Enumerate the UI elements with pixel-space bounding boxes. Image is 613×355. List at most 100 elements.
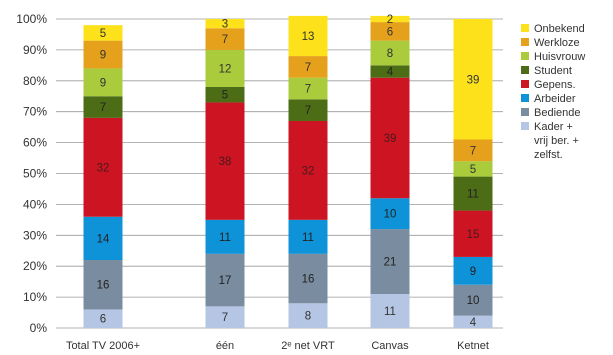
legend-label: Student bbox=[534, 65, 572, 77]
bar-segment bbox=[370, 65, 410, 78]
data-label: 14 bbox=[97, 233, 110, 245]
bar-segment bbox=[370, 40, 410, 66]
y-tick-label: 30% bbox=[23, 228, 47, 242]
legend-label: zelfst. bbox=[534, 149, 563, 161]
x-axis-categories: Total TV 2006+ één 2ᵉ net VRT Canvas Ketnet bbox=[66, 340, 489, 352]
y-tick-label: 60% bbox=[23, 136, 47, 150]
y-axis-ticks: 0% 10% 20% 30% 40% 50% 60% 70% 80% 90% 100% bbox=[16, 12, 47, 335]
x-category-label: Total TV 2006+ bbox=[66, 340, 140, 352]
legend-label: Arbeider bbox=[534, 93, 576, 105]
data-label: 7 bbox=[305, 84, 311, 96]
legend-swatch bbox=[521, 122, 529, 130]
data-label: 9 bbox=[100, 77, 106, 89]
legend-swatch bbox=[521, 80, 529, 88]
data-label: 11 bbox=[467, 189, 479, 201]
data-label: 4 bbox=[470, 317, 477, 329]
y-tick-label: 0% bbox=[30, 321, 48, 335]
data-label: 7 bbox=[305, 62, 311, 74]
data-label: 7 bbox=[222, 312, 228, 324]
data-label: 10 bbox=[467, 295, 480, 307]
data-label: 32 bbox=[302, 165, 315, 177]
data-label: 7 bbox=[222, 34, 228, 46]
legend-swatch bbox=[521, 108, 529, 116]
data-label: 16 bbox=[97, 280, 110, 292]
bar-segment bbox=[453, 256, 493, 285]
x-category-label: 2ᵉ net VRT bbox=[281, 340, 335, 352]
bar-segment bbox=[370, 22, 410, 41]
y-tick-label: 50% bbox=[23, 167, 47, 181]
y-tick-label: 80% bbox=[23, 74, 47, 88]
legend: Onbekend Werkloze Huisvrouw Student Gepens. A… bbox=[521, 23, 585, 161]
data-label: 17 bbox=[219, 275, 232, 287]
data-label: 9 bbox=[470, 266, 476, 278]
bar-segment bbox=[453, 176, 493, 211]
bar-segment bbox=[288, 15, 328, 57]
bar-segment bbox=[288, 120, 328, 220]
bar-segment bbox=[83, 96, 123, 118]
data-label: 39 bbox=[384, 133, 397, 145]
data-label: 16 bbox=[302, 274, 315, 286]
x-category-label: één bbox=[216, 340, 234, 352]
legend-swatch bbox=[521, 38, 529, 46]
bar-segment bbox=[205, 28, 245, 50]
bar-segment bbox=[453, 315, 493, 328]
data-label: 12 bbox=[219, 63, 232, 75]
bar-segment bbox=[370, 77, 410, 199]
data-label: 10 bbox=[384, 209, 397, 221]
data-label: 7 bbox=[100, 102, 106, 114]
bar-segment bbox=[205, 102, 245, 220]
bar-segment bbox=[453, 161, 493, 177]
bar-segment bbox=[453, 19, 493, 140]
bar-segment bbox=[453, 139, 493, 162]
bar-segment bbox=[83, 117, 123, 217]
y-tick-label: 10% bbox=[23, 290, 47, 304]
data-label: 39 bbox=[467, 74, 480, 86]
bar-segment bbox=[83, 309, 123, 328]
data-label: 32 bbox=[97, 162, 110, 174]
bar-segment bbox=[205, 86, 245, 103]
bar-segment bbox=[83, 25, 123, 41]
legend-swatch bbox=[521, 94, 529, 102]
bar-segment bbox=[205, 306, 245, 328]
data-label: 5 bbox=[470, 164, 476, 176]
bar-segment bbox=[288, 77, 328, 100]
bar-segment bbox=[205, 253, 245, 307]
legend-label: Huisvrouw bbox=[534, 51, 585, 63]
bar-segment bbox=[288, 56, 328, 78]
legend-label: vrij ber. + bbox=[534, 135, 579, 147]
legend-label: Gepens. bbox=[534, 79, 576, 91]
bar-segment bbox=[288, 219, 328, 254]
data-label: 6 bbox=[100, 314, 106, 326]
bar-segment bbox=[370, 229, 410, 295]
legend-label: Onbekend bbox=[534, 23, 585, 35]
bar-segment bbox=[83, 68, 123, 97]
bar-segment bbox=[83, 216, 123, 261]
bar-segment bbox=[453, 284, 493, 316]
data-label: 11 bbox=[384, 306, 396, 318]
y-tick-label: 100% bbox=[16, 12, 47, 26]
grid-lines bbox=[56, 18, 503, 329]
data-label: 38 bbox=[219, 156, 232, 168]
data-label: 5 bbox=[222, 90, 228, 102]
data-label: 8 bbox=[305, 311, 311, 323]
bar-segment bbox=[370, 198, 410, 230]
legend-label: Werkloze bbox=[534, 37, 580, 49]
bars: 6161432799571711385127381611327771311211… bbox=[83, 14, 493, 329]
bar-segment bbox=[205, 19, 245, 29]
data-label: 11 bbox=[302, 232, 314, 244]
y-tick-label: 70% bbox=[23, 105, 47, 119]
legend-swatch bbox=[521, 52, 529, 60]
legend-label: Kader + bbox=[534, 121, 573, 133]
bar-segment bbox=[288, 303, 328, 328]
bar-segment bbox=[370, 294, 410, 328]
data-label: 8 bbox=[387, 48, 393, 60]
data-label: 4 bbox=[387, 67, 394, 79]
data-label: 7 bbox=[470, 145, 476, 157]
data-label: 13 bbox=[302, 31, 315, 43]
bar-segment bbox=[83, 40, 123, 69]
y-tick-label: 40% bbox=[23, 197, 47, 211]
data-label: 2 bbox=[387, 14, 393, 26]
data-label: 15 bbox=[467, 229, 480, 241]
data-label: 6 bbox=[387, 26, 393, 38]
